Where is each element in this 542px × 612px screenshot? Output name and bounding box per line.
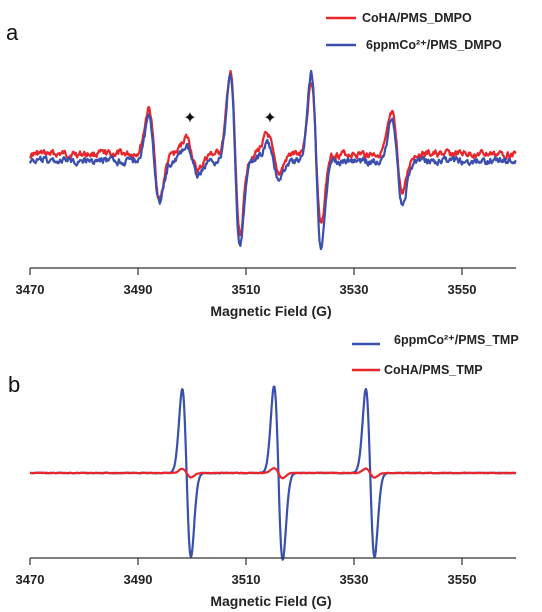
x-tick-label: 3510 [232,572,261,587]
x-tick-label: 3550 [448,572,477,587]
x-tick-label: 3470 [16,572,45,587]
panel-a-series [28,69,517,251]
legend-label-co-tmp: 6ppmCo²⁺/PMS_TMP [394,333,519,347]
series-line-coha-pms-tmp [29,467,517,480]
panel-b-chart: b 6ppmCo²⁺/PMS_TMP CoHA/PMS_TMP 3470 3490… [8,333,519,609]
x-tick-label: 3470 [16,282,45,297]
legend-label-coha-tmp: CoHA/PMS_TMP [384,363,483,377]
x-tick-label: 3550 [448,282,477,297]
panel-b-legend: 6ppmCo²⁺/PMS_TMP CoHA/PMS_TMP [352,333,519,377]
star-marker-icon: ✦ [183,110,196,127]
star-marker-icon: ✦ [263,110,276,127]
series-line-6ppmco-pms-dmpo [28,69,517,251]
panel-b-ticks: 3470 3490 3510 3530 3550 [16,558,477,587]
panel-a-ticks: 3470 3490 3510 3530 3550 [16,268,477,297]
panel-b-series [29,385,517,561]
panel-b-x-axis-title: Magnetic Field (G) [210,593,331,609]
panel-a-annotations: ✦ ✦ [183,110,276,127]
x-tick-label: 3510 [232,282,261,297]
x-tick-label: 3530 [340,572,369,587]
legend-label-coha-dmpo: CoHA/PMS_DMPO [362,11,472,25]
x-tick-label: 3530 [340,282,369,297]
x-tick-label: 3490 [124,282,153,297]
panel-b-letter: b [8,372,20,397]
panel-a-chart: a CoHA/PMS_DMPO 6ppmCo²⁺/PMS_DMPO ✦ ✦ 347… [6,11,517,319]
panel-a-x-axis-title: Magnetic Field (G) [210,303,331,319]
panel-a-legend: CoHA/PMS_DMPO 6ppmCo²⁺/PMS_DMPO [326,11,502,52]
series-line-coha-pms-dmpo [29,69,517,237]
legend-label-co-dmpo: 6ppmCo²⁺/PMS_DMPO [366,38,502,52]
x-tick-label: 3490 [124,572,153,587]
panel-a-letter: a [6,20,19,45]
